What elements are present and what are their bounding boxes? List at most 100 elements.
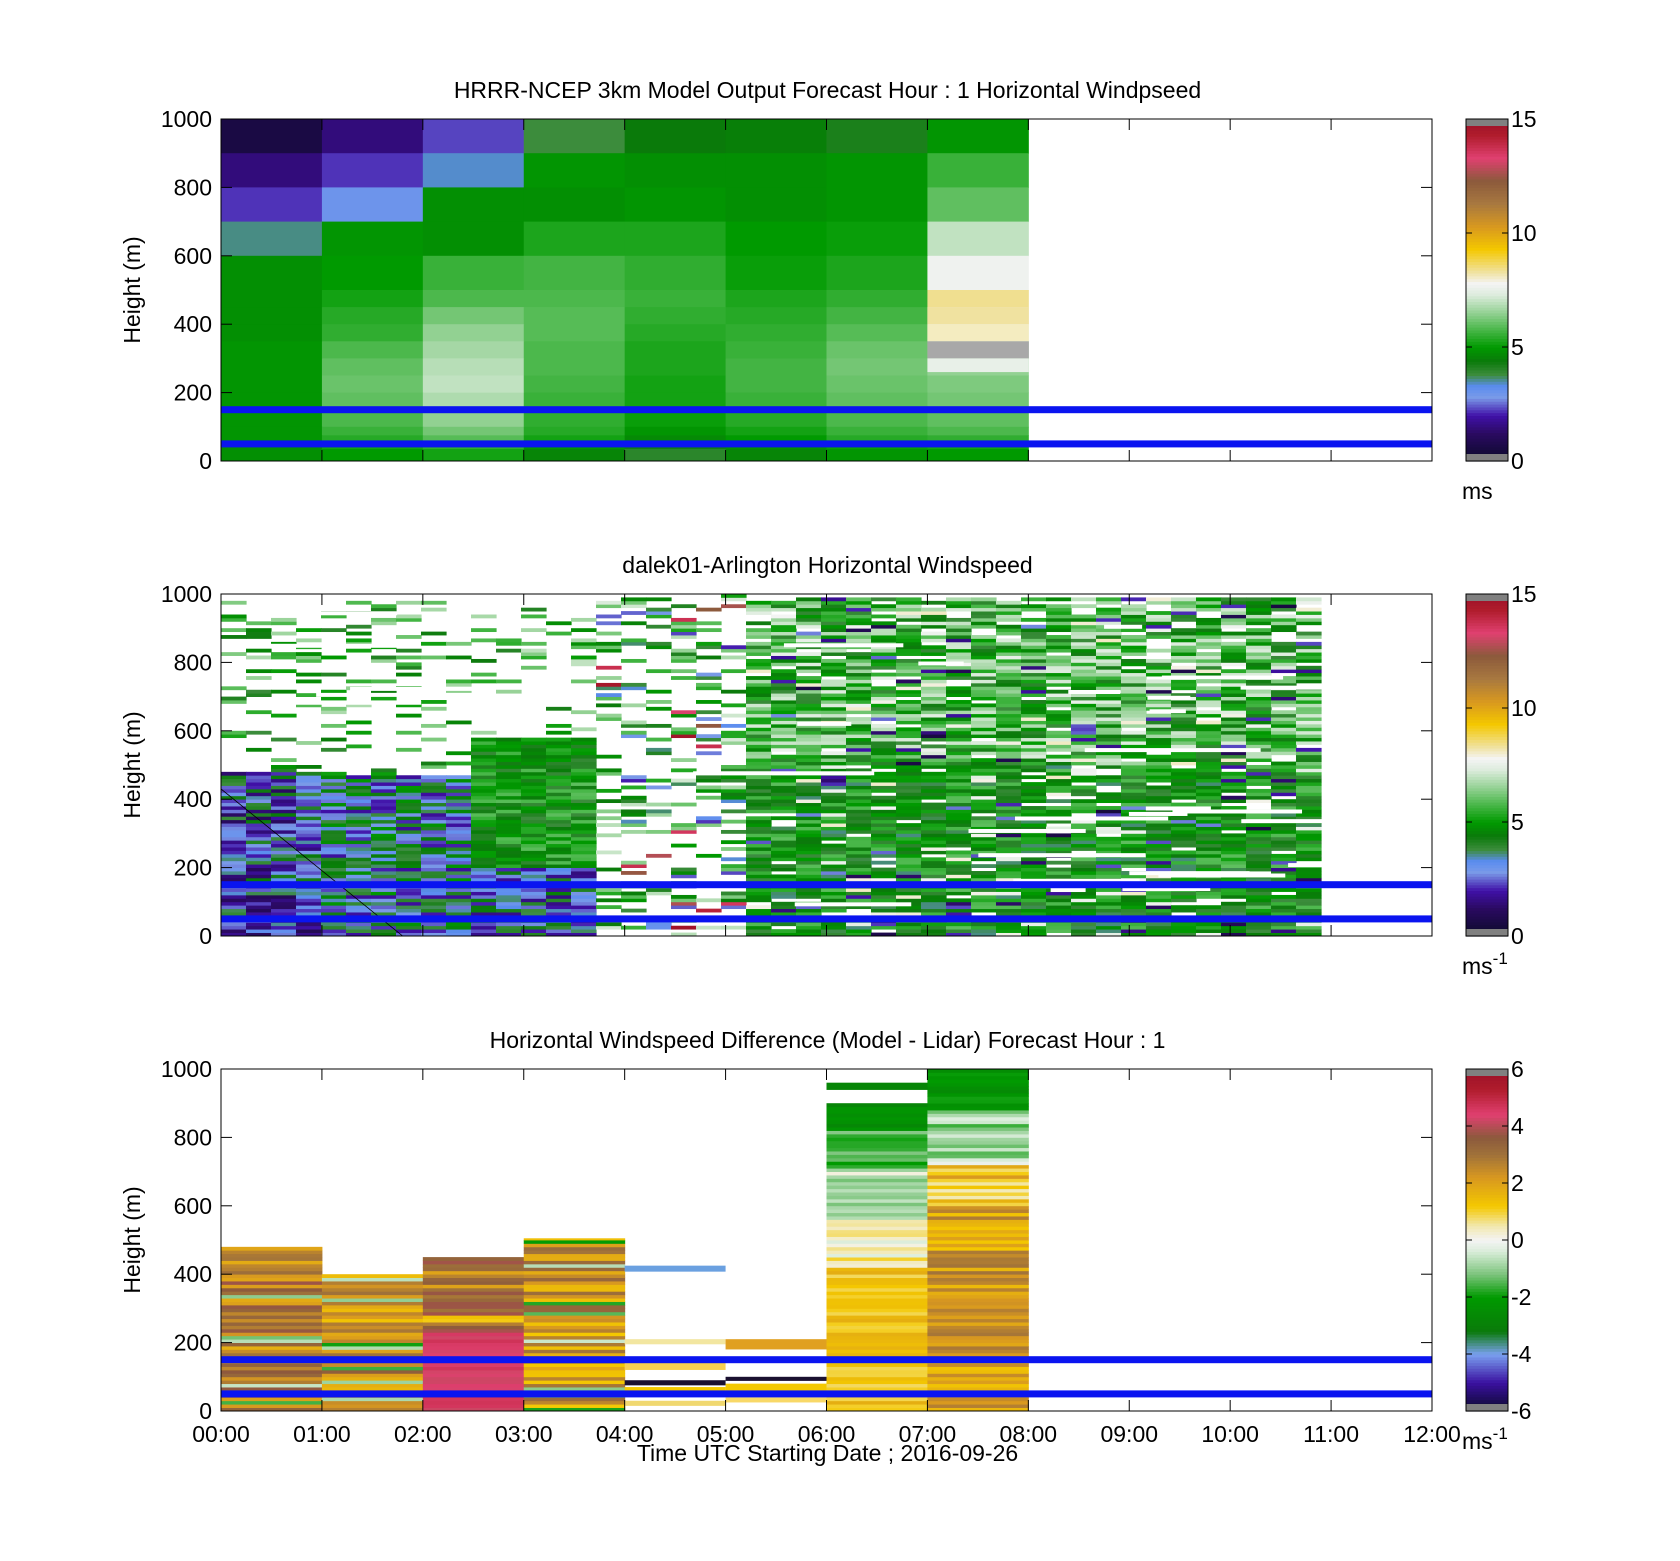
heatmap-cell (321, 341, 424, 359)
lidar-cell (795, 617, 822, 622)
lidar-cell (370, 823, 397, 827)
lidar-cell (695, 645, 722, 650)
lidar-cell (1145, 775, 1172, 780)
lidar-cell (820, 686, 847, 691)
lidar-cell (1045, 717, 1072, 721)
lidar-cell (870, 778, 897, 783)
difference-cell (221, 1304, 323, 1309)
lidar-cell (845, 826, 872, 831)
difference-cell (927, 1096, 1029, 1101)
heatmap-cell (725, 307, 827, 325)
lidar-cell (970, 932, 997, 936)
lidar-cell (745, 641, 772, 646)
lidar-cell (920, 611, 947, 615)
lidar-cell (270, 812, 297, 817)
lidar-cell (970, 857, 997, 862)
lidar-cell (795, 696, 822, 701)
heatmap-cell (221, 290, 323, 308)
lidar-cell (1270, 823, 1297, 827)
lidar-cell (1145, 713, 1172, 718)
lidar-cell (795, 877, 822, 882)
lidar-cell (1270, 621, 1297, 626)
heatmap-cell (927, 255, 1029, 291)
colorbar-swatch (1466, 776, 1508, 780)
colorbar-swatch (1466, 1345, 1508, 1349)
x-tick-label: 07:00 (899, 1421, 957, 1447)
colorbar-swatch (1466, 378, 1508, 382)
lidar-cell (1045, 700, 1072, 704)
lidar-cell (945, 645, 972, 650)
heatmap-cell (826, 358, 928, 376)
lidar-cell (420, 723, 447, 728)
lidar-cell (370, 806, 397, 810)
lidar-cell (470, 744, 497, 749)
lidar-cell (1220, 730, 1247, 735)
lidar-cell (895, 693, 922, 697)
lidar-cell (420, 655, 447, 660)
lidar-cell (320, 833, 347, 838)
difference-cell (826, 1287, 928, 1292)
lidar-cell (445, 785, 472, 790)
difference-cell (422, 1304, 525, 1309)
lidar-cell (1070, 665, 1097, 670)
lidar-cell (645, 624, 672, 629)
colorbar-swatch (1466, 1399, 1508, 1404)
lidar-cell (745, 730, 772, 735)
lidar-cell (1070, 676, 1097, 680)
lidar-cell (1245, 826, 1272, 831)
lidar-cell (1195, 604, 1222, 609)
lidar-cell (570, 802, 597, 807)
lidar-cell (870, 734, 897, 739)
lidar-cell (870, 744, 897, 749)
lidar-cell (1095, 652, 1122, 656)
lidar-cell (820, 775, 847, 780)
lidar-cell (945, 823, 972, 827)
lidar-cell (1020, 788, 1047, 793)
lidar-cell (1195, 925, 1222, 930)
lidar-cell (995, 771, 1022, 776)
lidar-cell (770, 607, 797, 612)
lidar-cell (845, 700, 872, 704)
lidar-cell (1120, 754, 1147, 759)
colorbar-swatch (1466, 398, 1508, 402)
lidar-cell (1070, 669, 1097, 674)
lidar-cell (520, 812, 547, 817)
lidar-cell (245, 635, 272, 639)
lidar-cell (295, 843, 322, 848)
heatmap-cell (523, 409, 626, 428)
lidar-cell (570, 799, 597, 804)
lidar-cell (1020, 669, 1047, 674)
lidar-cell (770, 894, 797, 899)
lidar-cell (1120, 628, 1147, 633)
lidar-cell (1295, 655, 1322, 660)
difference-cell (927, 1349, 1029, 1354)
lidar-cell (995, 795, 1022, 800)
lidar-cell (1295, 648, 1322, 653)
lidar-cell (545, 836, 572, 841)
heatmap-cell (523, 187, 626, 223)
lidar-cell (495, 747, 522, 752)
lidar-cell (995, 836, 1022, 841)
lidar-cell (970, 891, 997, 896)
lidar-cell (1220, 771, 1247, 776)
lidar-cell (1095, 730, 1122, 735)
lidar-cell (1195, 662, 1222, 667)
lidar-cell (595, 665, 622, 670)
lidar-cell (495, 850, 522, 855)
lidar-cell (221, 929, 247, 933)
lidar-cell (320, 847, 347, 851)
colorbar-swatch (1466, 438, 1508, 442)
lidar-cell (395, 836, 422, 841)
lidar-cell (670, 658, 697, 663)
difference-cell (927, 1260, 1029, 1265)
lidar-cell (895, 778, 922, 783)
lidar-cell (1120, 809, 1147, 814)
lidar-cell (920, 823, 947, 827)
difference-cell (221, 1352, 323, 1357)
lidar-cell (895, 877, 922, 882)
lidar-cell (1295, 696, 1322, 701)
lidar-cell (1145, 706, 1172, 711)
lidar-cell (1245, 662, 1272, 667)
difference-cell (826, 1400, 928, 1405)
lidar-cell (520, 901, 547, 906)
